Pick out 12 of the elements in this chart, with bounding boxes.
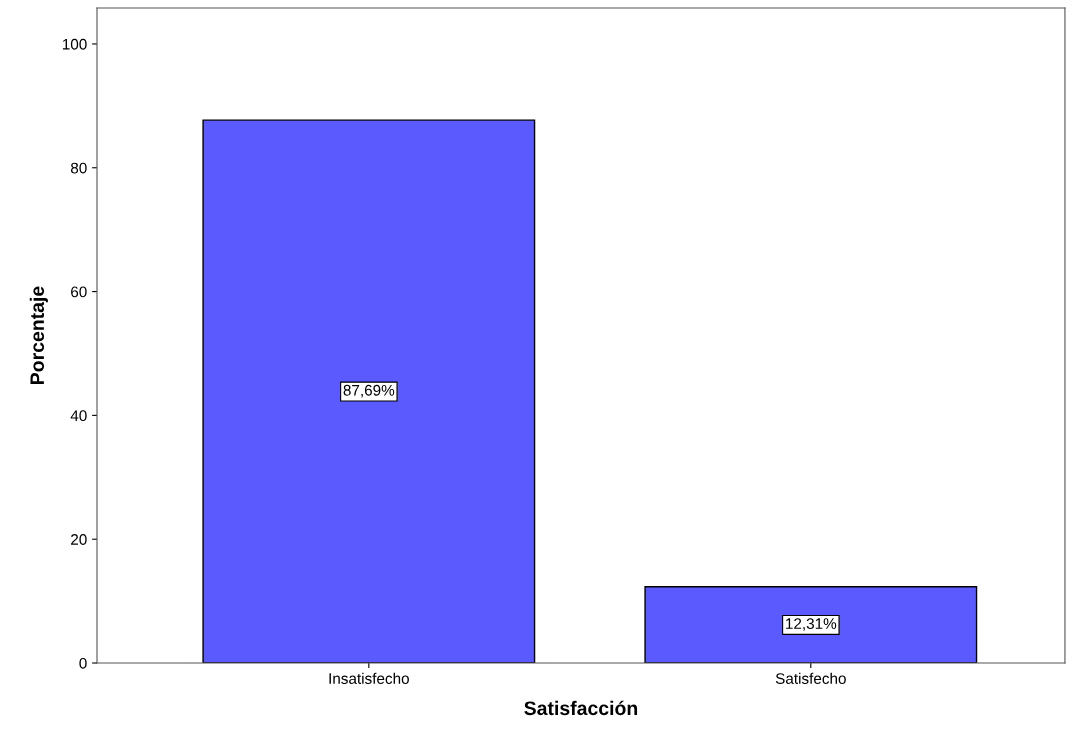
y-tick-label: 0 [79,657,87,669]
x-tick-label: Insatisfecho [329,672,409,684]
y-tick-label: 60 [71,286,87,298]
data-label: 87,69% [343,384,395,398]
y-tick-label: 40 [70,410,87,422]
y-tick-label: 80 [70,162,87,174]
x-axis-title: Satisfacción [524,700,638,716]
y-tick-label: 20 [71,534,87,545]
y-tick-label: 100 [62,38,87,50]
data-label: 12,31% [786,618,837,631]
x-tick-label: Satisfecho [775,672,846,684]
y-axis-title: Porcentaje [29,286,48,384]
